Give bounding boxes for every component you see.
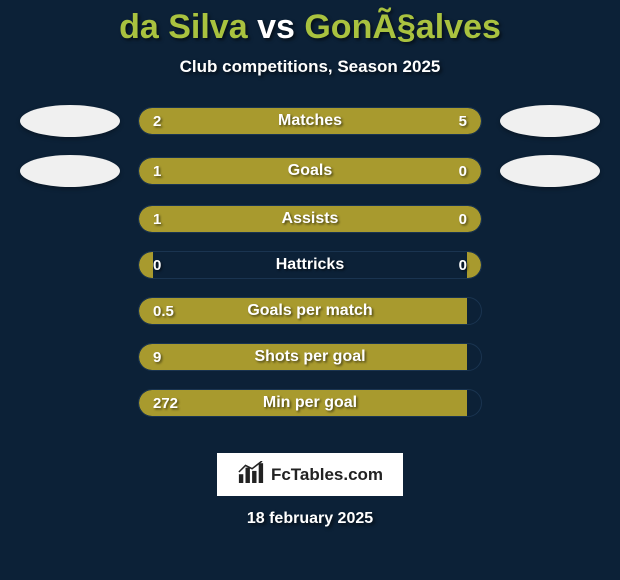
player1-avatar xyxy=(20,105,120,137)
stat-row: 10Goals xyxy=(0,155,620,187)
title-player1: da Silva xyxy=(119,8,248,46)
branding-badge: FcTables.com xyxy=(217,453,403,496)
stat-bar: 10Assists xyxy=(138,205,482,233)
stat-row: 25Matches xyxy=(0,105,620,137)
stat-row: 00Hattricks xyxy=(0,251,620,279)
player2-avatar xyxy=(500,155,600,187)
stat-row: 10Assists xyxy=(0,205,620,233)
stat-label: Goals xyxy=(139,162,481,180)
bar-chart-icon xyxy=(237,461,265,488)
stat-label: Hattricks xyxy=(139,256,481,274)
comparison-card: da Silva vs GonÃ§alves Club competitions… xyxy=(0,0,620,580)
stat-label: Assists xyxy=(139,210,481,228)
player2-avatar xyxy=(500,105,600,137)
branding-text: FcTables.com xyxy=(271,465,383,485)
subtitle: Club competitions, Season 2025 xyxy=(0,57,620,77)
stat-label: Shots per goal xyxy=(139,348,481,366)
stat-label: Goals per match xyxy=(139,302,481,320)
date-text: 18 february 2025 xyxy=(0,510,620,528)
player1-avatar xyxy=(20,155,120,187)
stat-row: 272Min per goal xyxy=(0,389,620,417)
title-player2: GonÃ§alves xyxy=(304,8,501,46)
title-vs: vs xyxy=(257,8,295,46)
stat-row: 0.5Goals per match xyxy=(0,297,620,325)
page-title: da Silva vs GonÃ§alves xyxy=(0,8,620,47)
stat-bar: 9Shots per goal xyxy=(138,343,482,371)
stat-row: 9Shots per goal xyxy=(0,343,620,371)
stat-bar: 25Matches xyxy=(138,107,482,135)
stat-bar: 00Hattricks xyxy=(138,251,482,279)
stat-bar: 272Min per goal xyxy=(138,389,482,417)
stat-bar: 10Goals xyxy=(138,157,482,185)
stat-rows: 25Matches 10Goals 10Assists 00Hattricks 0.5G… xyxy=(0,105,620,417)
stat-label: Min per goal xyxy=(139,394,481,412)
stat-label: Matches xyxy=(139,112,481,130)
stat-bar: 0.5Goals per match xyxy=(138,297,482,325)
